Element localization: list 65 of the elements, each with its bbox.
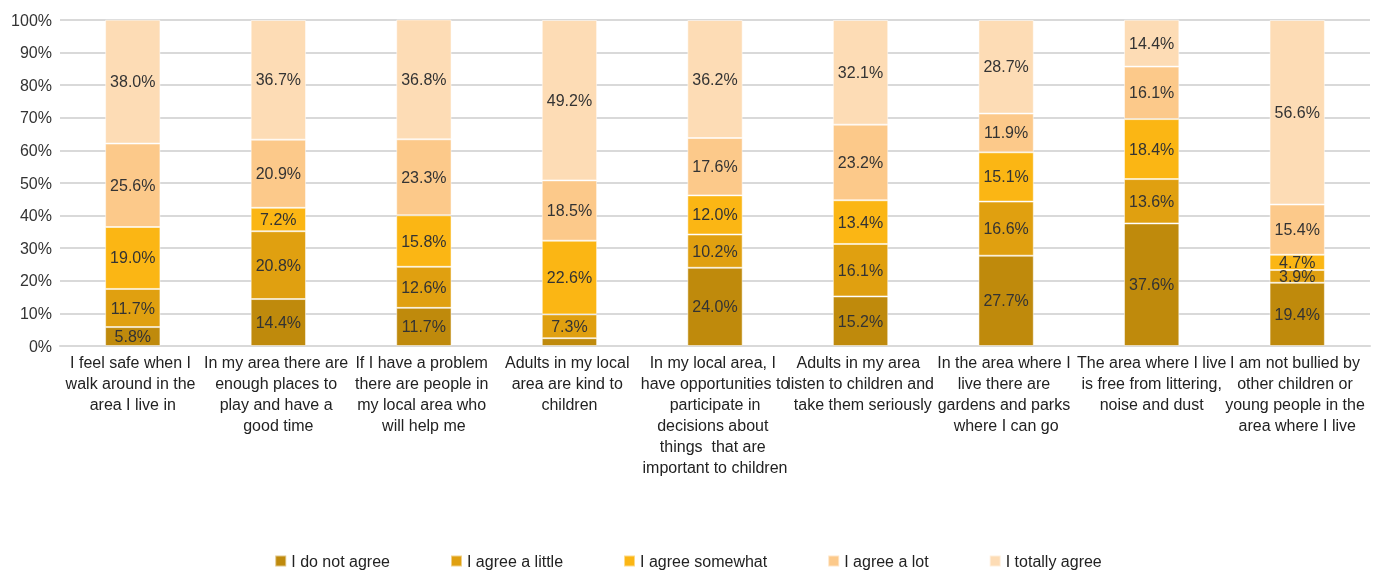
y-tick-label: 40% (19, 207, 52, 225)
data-label: 23.3% (401, 168, 447, 186)
data-label: 14.4% (1128, 34, 1175, 52)
legend-label: I agree a lot (844, 552, 930, 570)
data-label: 22.6% (546, 269, 593, 287)
data-label: 12.6% (401, 278, 447, 296)
y-tick-label: 20% (19, 272, 52, 290)
data-label: 20.8% (255, 256, 302, 274)
data-label: 49.2% (546, 91, 593, 109)
data-label: 56.6% (1274, 103, 1320, 121)
data-label: 13.6% (1128, 192, 1175, 210)
x-tick-label: I feel safe when I walk around in the area I live in (64, 354, 200, 413)
data-label: 36.8% (401, 70, 447, 88)
y-tick-label: 50% (19, 174, 52, 192)
data-label: 17.6% (692, 158, 738, 176)
data-label: 27.7% (983, 292, 1029, 310)
legend-label: I agree somewhat (640, 552, 768, 570)
data-label: 10.2% (692, 242, 738, 260)
y-tick-label: 0% (28, 337, 52, 355)
data-label: 18.4% (1128, 140, 1175, 158)
x-tick-label: If I have a problem there are people in my local area who will help me (354, 354, 493, 434)
data-label: 28.7% (983, 58, 1029, 76)
y-tick-label: 90% (19, 44, 52, 62)
y-tick-label: 30% (19, 239, 52, 257)
data-label: 16.1% (1128, 84, 1175, 102)
data-label: 20.9% (255, 165, 302, 183)
data-label: 5.8% (114, 328, 152, 346)
data-label: 32.1% (837, 63, 884, 81)
data-label: 24.0% (692, 298, 738, 316)
data-label: 38.0% (110, 73, 156, 91)
data-label: 7.3% (551, 317, 588, 335)
data-label: 23.2% (837, 153, 884, 171)
x-tick-label: Adults in my area listen to children and take them seriously (787, 354, 934, 413)
x-tick-label: In my area there are enough places to play and have a good time (204, 354, 353, 434)
x-tick-label: Adults in my local area are kind to children (504, 354, 634, 413)
y-tick-label: 80% (19, 76, 52, 94)
y-tick-label: 60% (19, 141, 52, 159)
data-label: 25.6% (110, 176, 156, 194)
y-tick-label: 10% (19, 304, 52, 322)
data-label: 11.7% (110, 299, 155, 317)
data-label: 15.2% (837, 312, 884, 330)
data-label: 11.9% (984, 124, 1029, 142)
data-label: 12.0% (692, 206, 738, 224)
data-label: 36.7% (255, 71, 302, 89)
data-label: 37.6% (1128, 276, 1175, 294)
x-tick-label: I am not bullied by other children or young people in the area where I live (1225, 354, 1370, 434)
data-label: 11.7% (401, 318, 446, 336)
data-label: 36.2% (692, 70, 738, 88)
data-label: 16.1% (837, 261, 884, 279)
y-tick-label: 100% (11, 11, 52, 29)
data-label: 19.0% (110, 249, 156, 267)
legend-label: I agree a little (466, 552, 564, 570)
y-tick-label: 70% (19, 109, 52, 127)
data-label: 15.4% (1274, 221, 1320, 239)
data-label: 18.5% (546, 202, 593, 220)
data-label: 15.8% (401, 232, 447, 250)
data-label: 14.4% (255, 314, 302, 332)
data-label: 15.1% (983, 168, 1029, 186)
data-label: 13.4% (837, 213, 884, 231)
legend-label: I totally agree (1005, 552, 1102, 570)
legend-label: I do not agree (291, 552, 391, 570)
data-label: 7.2% (260, 211, 297, 229)
data-label: 19.4% (1274, 305, 1320, 323)
data-label: 16.6% (983, 220, 1029, 238)
x-tick-label: In the area where I live there are gardens and parks where I can go (937, 354, 1076, 434)
